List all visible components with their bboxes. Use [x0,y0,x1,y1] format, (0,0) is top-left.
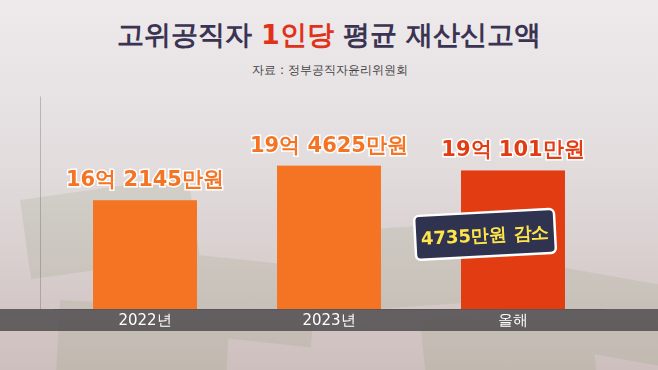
title-part: 평균 [334,19,397,50]
x-tick: 2023년 [302,311,355,329]
annotation-box [414,209,556,260]
x-tick: 2022년 [118,311,171,329]
x-tick-label: 2023년 [302,311,355,329]
data-label: 19억 101만원 [441,137,584,161]
x-tick: 올해 [498,311,528,329]
subtitle: 자료 : 정부공직자윤리위원회 [252,63,408,77]
data-label: 16억 2145만원 [66,167,224,191]
x-axis: 2022년 2023년 올해 [54,310,606,329]
x-tick-label: 올해 [498,311,528,329]
y-axis-line [40,97,41,310]
annotation: 4735만원 감소 [414,209,556,260]
annotation-text: 4735만원 감소 [420,221,549,249]
title-part: 고위공직자 [117,19,252,50]
bar [93,200,197,309]
title: 고위공직자 1인당 평균 재산신고액 [117,19,542,50]
background [0,0,658,370]
bar [277,166,381,309]
x-tick-label: 2022년 [118,311,171,329]
title-part: 1인당 [252,19,334,50]
y-axis [40,97,41,310]
data-label: 19억 4625만원 [250,133,408,157]
x-axis-band [0,309,658,331]
title-part: 재산신고액 [397,19,541,50]
data-labels: 16억 2145만원 19억 4625만원 19억 101만원 [66,133,585,192]
chart: 고위공직자 1인당 평균 재산신고액자료 : 정부공직자윤리위원회2022년20… [0,0,658,370]
